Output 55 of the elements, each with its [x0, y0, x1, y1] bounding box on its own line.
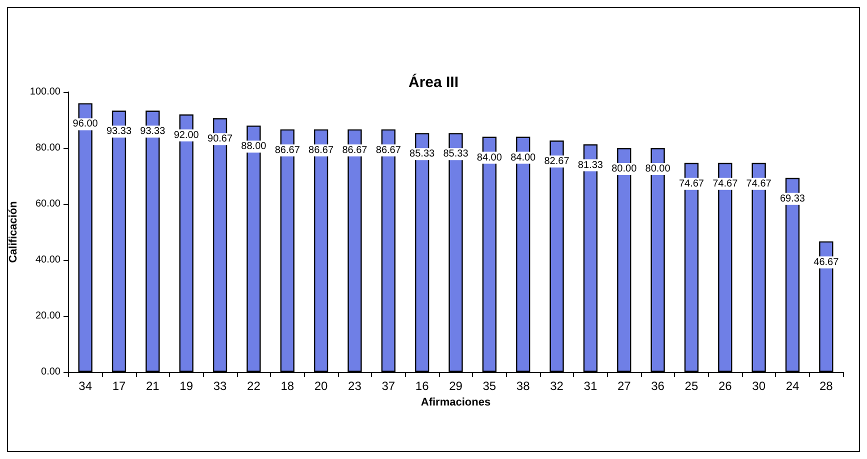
data-label: 82.67: [544, 156, 570, 168]
y-tick-label: 80.00: [35, 142, 61, 154]
x-tick-label: 37: [382, 379, 396, 393]
data-label: 84.00: [476, 152, 502, 164]
data-label: 93.33: [106, 126, 132, 138]
data-label: 81.33: [578, 160, 604, 171]
data-label: 74.67: [746, 178, 772, 190]
x-tick-label: 30: [752, 379, 766, 393]
x-tick-label: 31: [584, 379, 598, 393]
x-tick-label: 33: [213, 379, 228, 393]
x-tick-label: 32: [550, 379, 564, 393]
data-label: 86.67: [274, 144, 300, 156]
data-label: 74.67: [678, 178, 704, 190]
data-label: 80.00: [645, 164, 671, 174]
data-label: 86.67: [342, 144, 368, 156]
x-tick-label: 16: [415, 379, 430, 393]
data-label: 93.33: [140, 126, 166, 138]
x-axis-title: Afirmaciones: [420, 396, 491, 408]
x-tick-label: 17: [112, 379, 126, 393]
chart-title: Área III: [408, 73, 459, 91]
x-tick-label: 20: [314, 379, 328, 393]
y-axis-title: Calificación: [8, 200, 20, 263]
x-tick-label: 27: [617, 379, 632, 393]
data-label: 80.00: [612, 164, 638, 174]
data-label: 74.67: [712, 178, 738, 190]
x-tick-label: 36: [651, 379, 665, 393]
x-tick-label: 29: [449, 379, 463, 393]
data-label: 86.67: [376, 144, 402, 156]
data-label: 84.00: [510, 152, 536, 164]
x-tick-label: 21: [146, 379, 160, 393]
y-tick-label: 20.00: [35, 310, 61, 322]
x-tick-label: 38: [516, 379, 530, 393]
data-label: 86.67: [308, 144, 334, 156]
x-tick-label: 35: [482, 379, 496, 393]
data-label: 88.00: [241, 141, 267, 152]
y-tick-label: 60.00: [35, 198, 61, 210]
x-tick-label: 23: [348, 379, 362, 393]
y-tick-label: 100.00: [30, 86, 61, 98]
data-label: 69.33: [780, 193, 806, 204]
x-tick-label: 28: [819, 379, 834, 393]
y-tick-label: 0.00: [41, 366, 61, 378]
data-label: 92.00: [174, 130, 200, 141]
x-tick-label: 18: [280, 379, 294, 393]
data-label: 90.67: [208, 134, 233, 145]
x-tick-label: 34: [78, 379, 92, 393]
data-label: 85.33: [410, 148, 436, 160]
x-tick-label: 22: [247, 379, 261, 393]
x-tick-label: 19: [180, 379, 194, 393]
data-label: 46.67: [814, 256, 840, 268]
data-label: 96.00: [72, 118, 98, 130]
x-tick-label: 24: [786, 379, 800, 393]
x-tick-label: 25: [684, 379, 698, 393]
x-tick-label: 26: [718, 379, 732, 393]
y-tick-label: 40.00: [35, 254, 61, 266]
data-label: 85.33: [443, 148, 469, 160]
